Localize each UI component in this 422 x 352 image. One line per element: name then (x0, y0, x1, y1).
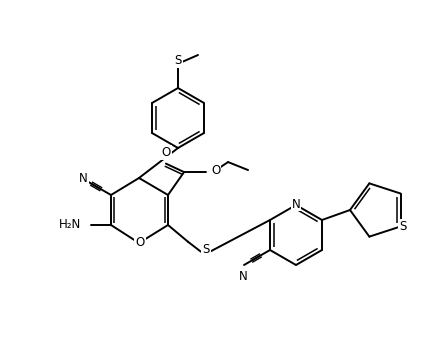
Text: O: O (135, 237, 145, 250)
Text: S: S (399, 220, 406, 233)
Text: O: O (161, 146, 170, 159)
Text: N: N (239, 270, 247, 283)
Text: S: S (202, 243, 210, 256)
Text: N: N (79, 171, 88, 184)
Text: H₂N: H₂N (59, 219, 81, 232)
Text: S: S (174, 55, 182, 68)
Text: N: N (292, 197, 300, 210)
Text: O: O (211, 164, 220, 177)
